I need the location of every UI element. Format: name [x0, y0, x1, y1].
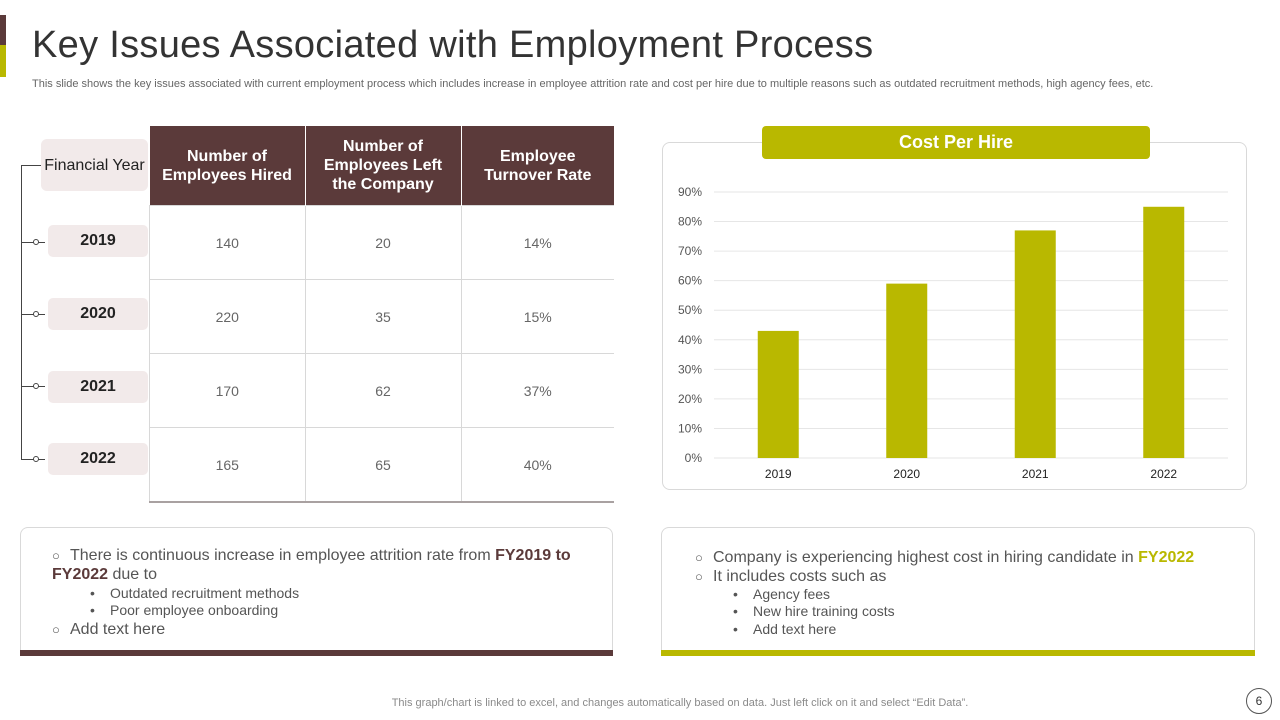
cell-left: 20	[304, 205, 462, 280]
cell-rate: 37%	[460, 353, 614, 428]
circle-bullet-icon: ○	[695, 569, 703, 584]
page-number: 6	[1246, 688, 1272, 714]
x-tick-label: 2019	[765, 467, 792, 481]
bar-2019	[757, 330, 799, 458]
header-left: Number of Employees Left the Company	[305, 126, 462, 206]
header-hired: Number of Employees Hired	[149, 126, 306, 206]
year-label-2020: 2020	[48, 298, 148, 330]
financial-year-label: Financial Year	[41, 139, 148, 191]
box-bottom-bar	[661, 650, 1255, 656]
y-tick-label: 30%	[678, 362, 702, 376]
y-tick-label: 40%	[678, 333, 702, 347]
cell-hired: 220	[149, 279, 306, 354]
page-title: Key Issues Associated with Employment Pr…	[32, 24, 874, 66]
y-tick-label: 70%	[678, 244, 702, 258]
y-tick-label: 50%	[678, 303, 702, 317]
x-tick-label: 2022	[1150, 467, 1177, 481]
list-item: • Poor employee onboarding	[90, 602, 279, 618]
cost-point: ○ Company is experiencing highest cost in…	[695, 549, 1195, 566]
cell-hired: 140	[149, 205, 306, 280]
y-tick-label: 10%	[678, 421, 702, 435]
box-bottom-bar	[20, 650, 613, 656]
cost-point: ○ It includes costs such as	[695, 568, 887, 585]
cell-left: 65	[304, 427, 462, 503]
cost-per-hire-chart[interactable]: 0% 10% 20% 30% 40% 50% 60% 70% 80% 90% 2019 2020 202…	[662, 175, 1242, 485]
timeline-dot	[33, 311, 39, 317]
bullet-icon: •	[733, 621, 738, 637]
year-label-2022: 2022	[48, 443, 148, 475]
cell-left: 62	[304, 353, 462, 428]
circle-bullet-icon: ○	[52, 622, 60, 637]
list-item: • Agency fees	[733, 586, 831, 602]
timeline-dot	[33, 456, 39, 462]
y-tick-label: 60%	[678, 274, 702, 288]
bullet-icon: •	[90, 585, 95, 601]
table-row: 140 20 14%	[149, 205, 614, 280]
cell-hired: 165	[149, 427, 306, 503]
add-text-point: ○ Add text here	[52, 621, 166, 638]
accent-bar-brown	[0, 15, 6, 45]
bar-2022	[1143, 206, 1185, 458]
accent-bar-olive	[0, 45, 6, 77]
bullet-icon: •	[733, 603, 738, 619]
cell-hired: 170	[149, 353, 306, 428]
timeline-line	[21, 165, 22, 460]
cell-rate: 14%	[460, 205, 614, 280]
table-row: 220 35 15%	[149, 279, 614, 354]
chart-title: Cost Per Hire	[762, 126, 1150, 159]
bullet-icon: •	[90, 602, 95, 618]
table-row: 165 65 40%	[149, 427, 614, 503]
header-turnover: Employee Turnover Rate	[461, 126, 614, 206]
bullet-icon: •	[733, 586, 738, 602]
x-tick-label: 2020	[893, 467, 920, 481]
cell-left: 35	[304, 279, 462, 354]
y-tick-label: 0%	[685, 451, 703, 465]
employment-table: Number of Employees Hired Number of Empl…	[149, 126, 614, 503]
page-subtitle: This slide shows the key issues associat…	[32, 78, 1154, 90]
timeline-head	[21, 165, 41, 166]
circle-bullet-icon: ○	[695, 550, 703, 565]
cell-rate: 15%	[460, 279, 614, 354]
timeline-dot	[33, 383, 39, 389]
cell-rate: 40%	[460, 427, 614, 503]
list-item: • Outdated recruitment methods	[90, 585, 300, 601]
attrition-notes-box	[20, 527, 613, 653]
bar-2021	[1014, 230, 1056, 458]
y-tick-label: 80%	[678, 215, 702, 229]
table-row: 170 62 37%	[149, 353, 614, 428]
y-tick-label: 90%	[678, 185, 702, 199]
attrition-point: ○ There is continuous increase in employe…	[52, 547, 571, 583]
x-tick-label: 2021	[1022, 467, 1049, 481]
circle-bullet-icon: ○	[52, 548, 60, 563]
list-item: • Add text here	[733, 621, 837, 637]
timeline-dot	[33, 239, 39, 245]
year-label-2021: 2021	[48, 371, 148, 403]
y-tick-label: 20%	[678, 392, 702, 406]
footer-note: This graph/chart is linked to excel, and…	[391, 697, 969, 709]
cost-notes-box	[661, 527, 1255, 653]
list-item: • New hire training costs	[733, 603, 895, 619]
year-label-2019: 2019	[48, 225, 148, 257]
bar-2020	[886, 283, 928, 458]
